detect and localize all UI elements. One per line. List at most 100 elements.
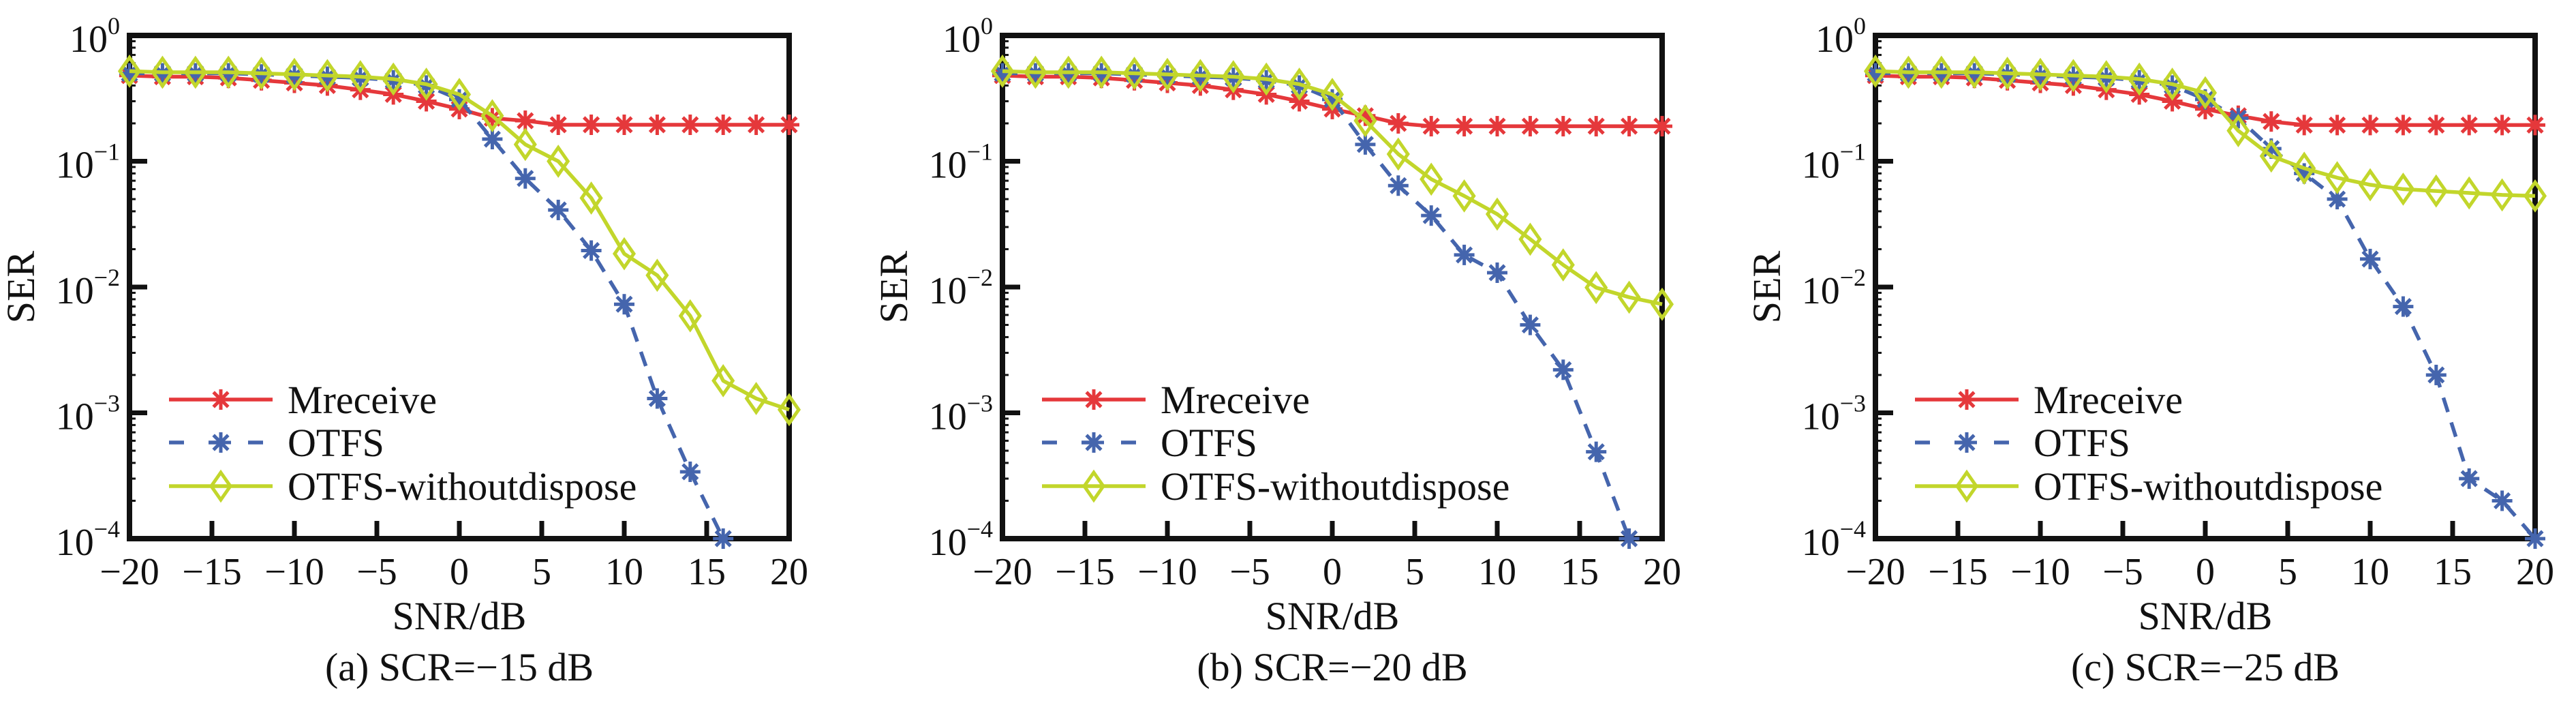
y-tick-label: 10−3 [929, 390, 993, 438]
diamond-marker [1082, 469, 1106, 503]
asterisk-marker [2260, 111, 2282, 132]
asterisk-marker [2393, 296, 2414, 317]
diamond-marker [217, 55, 241, 89]
legend-label: OTFS [288, 421, 384, 465]
asterisk-marker [1487, 116, 1507, 137]
y-tick-exponent: −3 [1840, 390, 1866, 417]
x-tick-label: 15 [688, 551, 726, 593]
asterisk-marker [614, 294, 634, 315]
asterisk-marker [515, 168, 536, 189]
y-axis-label: SER [1745, 251, 1789, 324]
asterisk-marker [2425, 364, 2447, 385]
diamond-marker [777, 393, 801, 427]
diamond-marker [1155, 57, 1180, 91]
diamond-marker [183, 55, 207, 89]
diamond-marker [382, 62, 405, 96]
diamond-marker [2193, 76, 2218, 110]
diamond-marker [2293, 151, 2316, 185]
diamond-marker [645, 258, 669, 292]
x-axis-label: SNR/dB [393, 594, 527, 638]
asterisk-marker [779, 114, 799, 135]
y-tick-exponent: −4 [94, 515, 120, 543]
diamond-marker [612, 237, 637, 271]
data-area [1863, 55, 2547, 549]
legend-label: Mreceive [288, 378, 437, 422]
y-tick-label: 10−1 [929, 138, 993, 187]
asterisk-marker [482, 129, 503, 150]
asterisk-marker [1619, 528, 1640, 549]
y-tick-base: 10 [1802, 522, 1840, 564]
diamond-marker [249, 57, 273, 90]
diamond-marker [2424, 174, 2448, 208]
asterisk-marker [2360, 115, 2380, 136]
y-tick-base: 10 [929, 145, 967, 187]
asterisk-marker [548, 199, 569, 220]
y-tick-base: 10 [1802, 270, 1840, 312]
y-tick-label: 10−3 [56, 390, 120, 438]
y-tick-label: 10−3 [1802, 390, 1866, 438]
legend-label: OTFS-withoutdispose [1161, 464, 1509, 509]
legend-item-otfs: OTFS [1915, 421, 2130, 465]
y-tick-exponent: 0 [981, 12, 993, 40]
y-tick-base: 10 [56, 270, 94, 312]
series-otfs-withoutdispose [117, 55, 801, 427]
diamond-marker [2061, 59, 2085, 93]
diamond-marker [1320, 78, 1345, 111]
x-tick-label: −10 [264, 551, 324, 593]
y-tick-label: 10−1 [1802, 138, 1866, 187]
asterisk-marker [2425, 115, 2447, 136]
asterisk-marker [2162, 91, 2183, 112]
y-tick-exponent: −2 [1840, 264, 1866, 291]
y-tick-exponent: −4 [1840, 515, 1866, 543]
asterisk-marker [1084, 389, 1104, 410]
asterisk-marker [548, 114, 569, 135]
y-tick-base: 10 [70, 18, 108, 61]
x-tick-label: 10 [1478, 551, 1516, 593]
y-tick-base: 10 [1815, 18, 1854, 61]
y-tick-label: 10−4 [929, 515, 993, 564]
asterisk-marker [679, 114, 701, 135]
diamond-marker [2259, 139, 2283, 173]
asterisk-marker [713, 114, 734, 135]
asterisk-marker [1355, 134, 1376, 155]
x-tick-label: −20 [1845, 551, 1905, 593]
diamond-marker [547, 145, 570, 178]
y-tick-label: 10−2 [1802, 264, 1866, 312]
y-tick-label: 10−1 [56, 138, 120, 187]
y-tick-base: 10 [929, 270, 967, 312]
diamond-marker [414, 68, 438, 101]
legend-label: OTFS [1161, 421, 1257, 465]
diamond-marker [1485, 197, 1509, 231]
legend-item-mreceive: Mreceive [1915, 378, 2183, 422]
y-tick-exponent: 0 [1854, 12, 1866, 40]
diamond-marker [1386, 137, 1410, 171]
x-tick-label: 5 [532, 551, 551, 593]
x-tick-label: −5 [2102, 551, 2143, 593]
asterisk-marker [614, 114, 634, 135]
diamond-marker [744, 382, 768, 415]
x-tick-label: 5 [2278, 551, 2297, 593]
diamond-marker [2028, 57, 2053, 91]
y-tick-base: 10 [929, 522, 967, 564]
diamond-marker [2391, 172, 2415, 206]
diamond-marker [282, 57, 307, 91]
diamond-marker [678, 299, 702, 333]
x-tick-label: −5 [1229, 551, 1270, 593]
y-tick-base: 10 [56, 145, 94, 187]
diamond-marker [990, 55, 1015, 88]
asterisk-marker [2327, 115, 2348, 136]
asterisk-marker [1652, 116, 1672, 137]
y-tick-label: 100 [1815, 12, 1866, 61]
y-tick-exponent: −1 [1840, 138, 1866, 166]
x-tick-label: 0 [2196, 551, 2215, 593]
diamond-marker [151, 55, 174, 89]
asterisk-marker [1084, 432, 1104, 453]
diamond-marker [1518, 222, 1542, 256]
diamond-marker [711, 364, 735, 397]
asterisk-marker [1454, 244, 1475, 265]
diamond-marker [1897, 55, 1920, 89]
asterisk-marker [2459, 115, 2480, 136]
